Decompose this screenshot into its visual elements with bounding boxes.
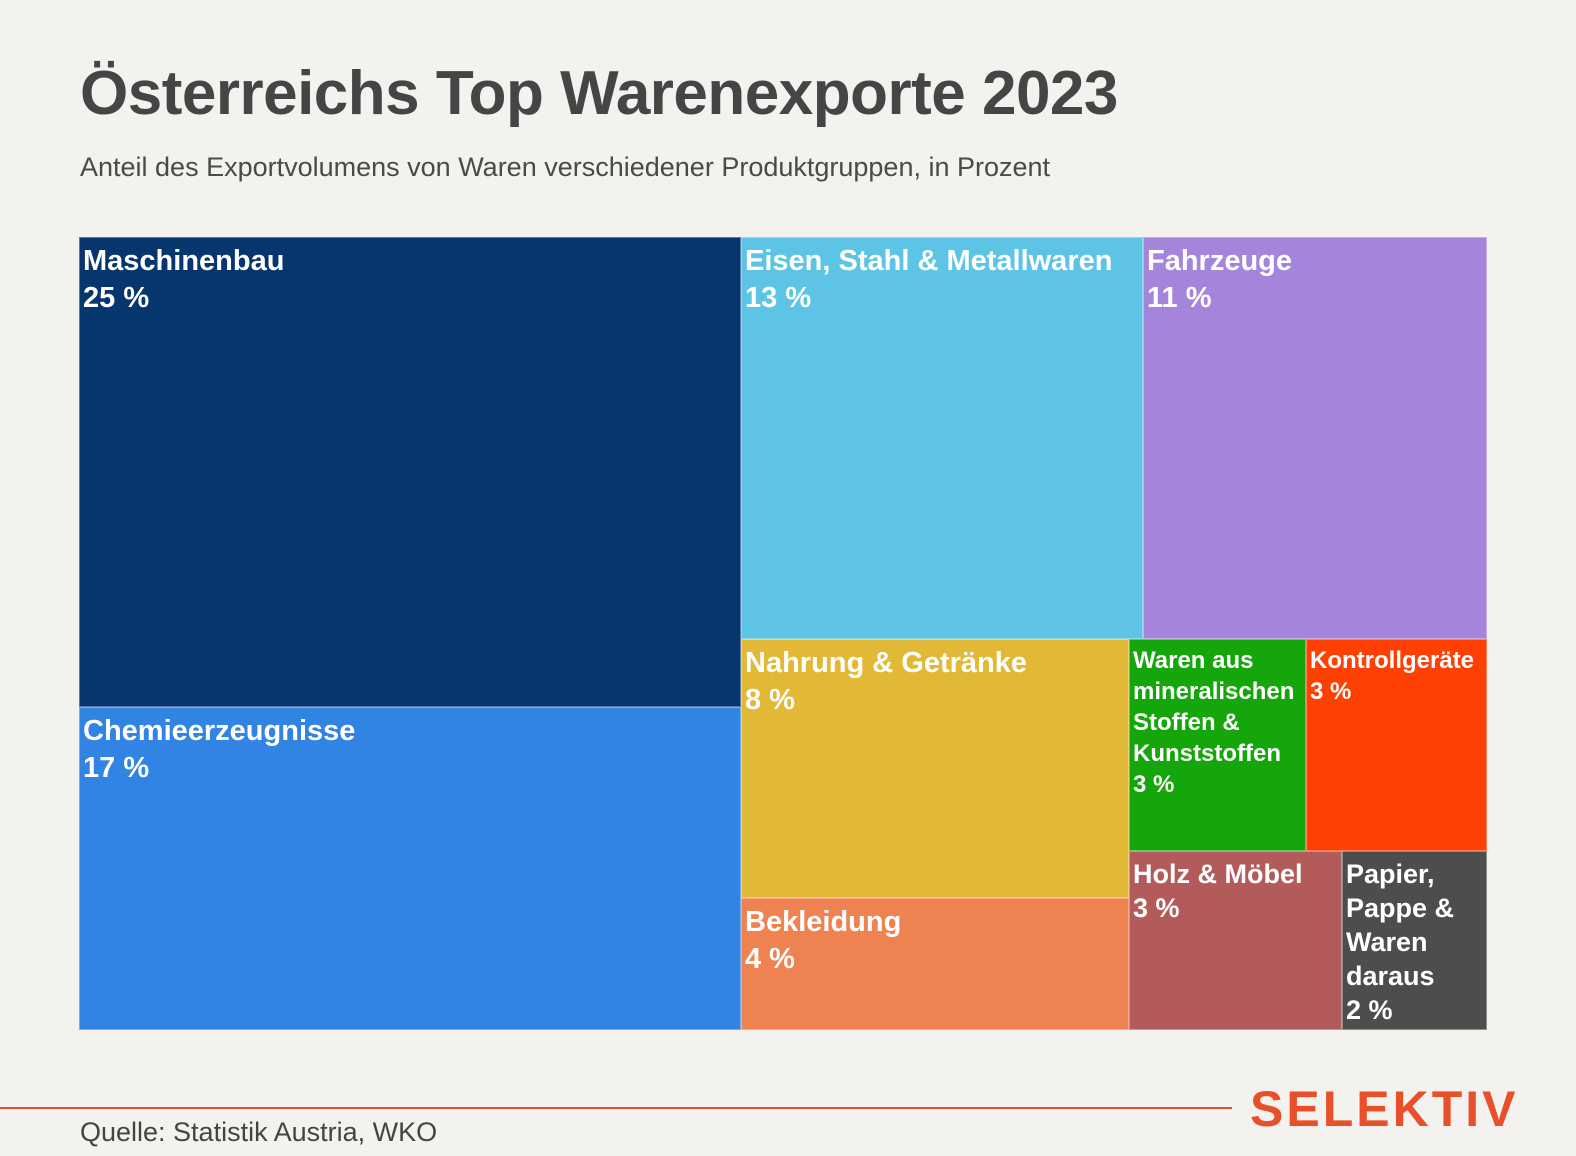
tile-value: 3 % (1310, 678, 1352, 705)
footer-divider (0, 1107, 1232, 1109)
tile-label: Holz & Möbel (1133, 859, 1303, 889)
tile-value: 25 % (83, 282, 150, 314)
tile-label: Papier, Pappe & Waren daraus (1346, 859, 1455, 991)
tile-label: Maschinenbau (83, 245, 285, 277)
treemap-chart: Maschinenbau 25 % Chemieerzeugnisse 17 %… (79, 237, 1487, 1030)
tile-value: 8 % (745, 684, 795, 716)
tile-value: 3 % (1133, 893, 1180, 923)
tile-label: Nahrung & Getränke (745, 647, 1027, 679)
tile-bekleidung: Bekleidung 4 % (741, 898, 1129, 1030)
chart-subtitle: Anteil des Exportvolumens von Waren vers… (80, 152, 1051, 182)
tile-label: Fahrzeuge (1147, 245, 1293, 277)
tile-value: 17 % (83, 752, 150, 784)
chart-title: Österreichs Top Warenexporte 2023 (80, 59, 1118, 128)
tile-value: 11 % (1147, 282, 1212, 314)
tile-fahrzeuge: Fahrzeuge 11 % (1143, 237, 1487, 639)
tile-mineralische-stoffe-kunststoffe: Waren aus mineralischen Stoffen & Kunsts… (1129, 639, 1306, 851)
tile-chemieerzeugnisse: Chemieerzeugnisse 17 % (79, 707, 741, 1030)
tile-label: Bekleidung (745, 906, 902, 938)
tile-eisen-stahl-metallwaren: Eisen, Stahl & Metallwaren 13 % (741, 237, 1143, 639)
tile-label: Chemieerzeugnisse (83, 715, 356, 747)
tile-value: 2 % (1346, 995, 1393, 1025)
tile-maschinenbau: Maschinenbau 25 % (79, 237, 741, 707)
tile-papier-pappe: Papier, Pappe & Waren daraus 2 % (1342, 851, 1487, 1030)
tile-label: Eisen, Stahl & Metallwaren (745, 245, 1113, 277)
source-note: Quelle: Statistik Austria, WKO (80, 1117, 438, 1147)
tile-holz-moebel: Holz & Möbel 3 % (1129, 851, 1342, 1030)
brand-logo: SELEKTIV (1250, 1081, 1519, 1137)
tile-kontrollgeraete: Kontrollgeräte 3 % (1306, 639, 1487, 851)
tile-nahrung-getraenke: Nahrung & Getränke 8 % (741, 639, 1129, 898)
tile-label: Kontrollgeräte (1310, 647, 1475, 674)
tile-value: 13 % (745, 282, 812, 314)
tile-label: Waren aus mineralischen Stoffen & Kunsts… (1133, 647, 1295, 767)
tile-value: 4 % (745, 943, 795, 975)
tile-value: 3 % (1133, 771, 1175, 798)
